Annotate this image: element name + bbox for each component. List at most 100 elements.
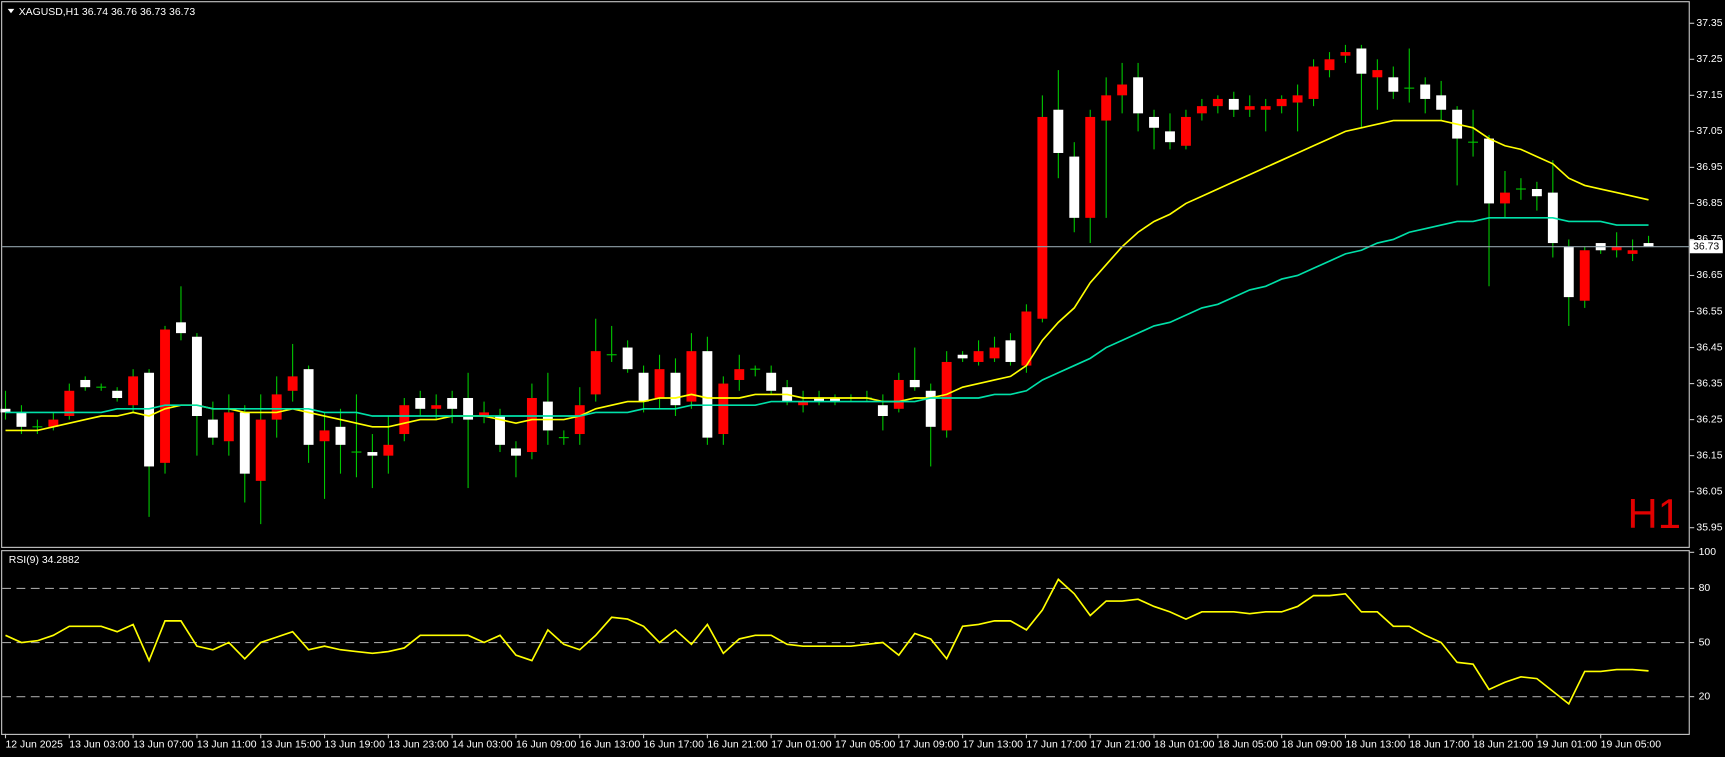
candle-body xyxy=(1037,116,1048,319)
candle-body xyxy=(941,361,952,431)
candle-body xyxy=(830,397,840,402)
candle-body xyxy=(1436,95,1447,110)
candle-body xyxy=(1579,250,1590,301)
menu-triangle[interactable] xyxy=(7,8,15,14)
timeframe-annotation: H1 xyxy=(1628,490,1681,537)
candle-body xyxy=(638,372,649,402)
candle-body xyxy=(1228,98,1239,110)
moving-average xyxy=(5,119,1649,432)
header-close: 36.73 xyxy=(169,7,195,18)
candle-body xyxy=(1627,250,1638,254)
candle-body xyxy=(1133,77,1144,114)
candle-body xyxy=(1531,189,1542,197)
header-open: 36.74 xyxy=(82,7,108,18)
candle-body xyxy=(176,322,186,334)
x-tick-label: 13 Jun 11:00 xyxy=(197,740,257,751)
candle-body xyxy=(622,347,633,370)
candle-body xyxy=(383,444,394,456)
header-low: 36.73 xyxy=(140,7,166,18)
candle-body xyxy=(893,379,904,409)
x-tick-label: 18 Jun 13:00 xyxy=(1345,740,1406,751)
rsi-y-tick-label: 100 xyxy=(1699,547,1717,558)
candle-body xyxy=(223,412,234,442)
candle-body xyxy=(431,405,442,409)
candle-body xyxy=(319,430,330,442)
symbol: XAGUSD,H1 xyxy=(19,7,80,18)
candle-body xyxy=(1117,84,1128,96)
candle-body xyxy=(1372,70,1383,78)
candle-body xyxy=(1500,192,1510,204)
x-tick-label: 12 Jun 2025 xyxy=(6,740,64,751)
candle-body xyxy=(1388,77,1399,92)
candle-body xyxy=(479,412,490,417)
header-high: 36.76 xyxy=(111,7,137,18)
x-tick-label: 16 Jun 09:00 xyxy=(516,740,577,751)
x-tick-label: 13 Jun 07:00 xyxy=(133,740,194,751)
candle-body xyxy=(989,347,1000,359)
y-tick-label: 36.35 xyxy=(1696,378,1722,389)
y-tick-label: 36.65 xyxy=(1696,270,1722,281)
candle-body xyxy=(271,394,282,420)
x-tick-label: 18 Jun 05:00 xyxy=(1218,740,1279,751)
candle-body xyxy=(1340,52,1351,56)
candle-body xyxy=(973,351,984,362)
x-tick-label: 16 Jun 21:00 xyxy=(707,740,768,751)
candle-body xyxy=(1260,106,1271,110)
x-tick-label: 17 Jun 21:00 xyxy=(1090,740,1151,751)
rsi-y-tick-label: 80 xyxy=(1699,583,1711,594)
y-tick-label: 37.15 xyxy=(1696,90,1722,101)
candle-body xyxy=(64,390,75,417)
y-tick-label: 36.85 xyxy=(1696,198,1722,209)
candle-body xyxy=(1292,95,1303,103)
candle-body xyxy=(112,390,123,398)
header: XAGUSD,H1 36.74 36.76 36.73 36.73 xyxy=(19,7,196,18)
x-tick-label: 17 Jun 17:00 xyxy=(1026,740,1087,751)
candle-body xyxy=(0,408,11,413)
candle-body xyxy=(590,351,601,395)
x-tick-label: 18 Jun 01:00 xyxy=(1154,740,1215,751)
y-tick-label: 36.45 xyxy=(1696,342,1722,353)
x-tick-label: 18 Jun 09:00 xyxy=(1282,740,1343,751)
x-tick-label: 16 Jun 13:00 xyxy=(580,740,641,751)
candle-body xyxy=(654,369,665,398)
rsi-label: RSI(9) xyxy=(9,555,39,566)
y-tick-label: 37.35 xyxy=(1696,18,1722,29)
x-tick-label: 19 Jun 05:00 xyxy=(1601,740,1662,751)
candle-body xyxy=(1165,131,1175,143)
candle-body xyxy=(574,405,585,435)
candle-body xyxy=(415,397,426,409)
candle-body xyxy=(526,397,537,453)
rsi-y-tick-label: 20 xyxy=(1699,691,1711,702)
candle-body xyxy=(1244,106,1255,110)
candle-body xyxy=(1563,246,1574,298)
y-tick-label: 36.15 xyxy=(1696,450,1722,461)
x-tick-label: 13 Jun 03:00 xyxy=(69,740,130,751)
moving-average xyxy=(5,217,1649,417)
candle-body xyxy=(80,379,91,388)
x-tick-label: 17 Jun 13:00 xyxy=(963,740,1024,751)
candle-body xyxy=(686,351,697,402)
candle-body xyxy=(1053,109,1064,153)
rsi-current: 34.2882 xyxy=(42,555,80,566)
x-tick-label: 17 Jun 09:00 xyxy=(899,740,960,751)
candle-body xyxy=(399,405,410,435)
candle-body xyxy=(814,397,824,402)
x-tick-label: 13 Jun 15:00 xyxy=(261,740,322,751)
candle-body xyxy=(239,412,250,474)
y-tick-label: 36.75 xyxy=(1696,234,1722,245)
candle-body xyxy=(48,419,59,427)
candle-body xyxy=(1324,59,1335,71)
x-tick-label: 16 Jun 17:00 xyxy=(644,740,705,751)
y-tick-label: 37.05 xyxy=(1696,126,1722,137)
candle-body xyxy=(798,401,809,406)
candle-body xyxy=(335,426,346,445)
candle-body xyxy=(1085,116,1096,218)
y-tick-label: 36.05 xyxy=(1696,486,1722,497)
candle-body xyxy=(287,376,298,391)
candle-body xyxy=(1643,243,1654,247)
x-tick-label: 13 Jun 19:00 xyxy=(325,740,386,751)
candle-body xyxy=(1021,311,1032,366)
candle-body xyxy=(702,351,713,438)
